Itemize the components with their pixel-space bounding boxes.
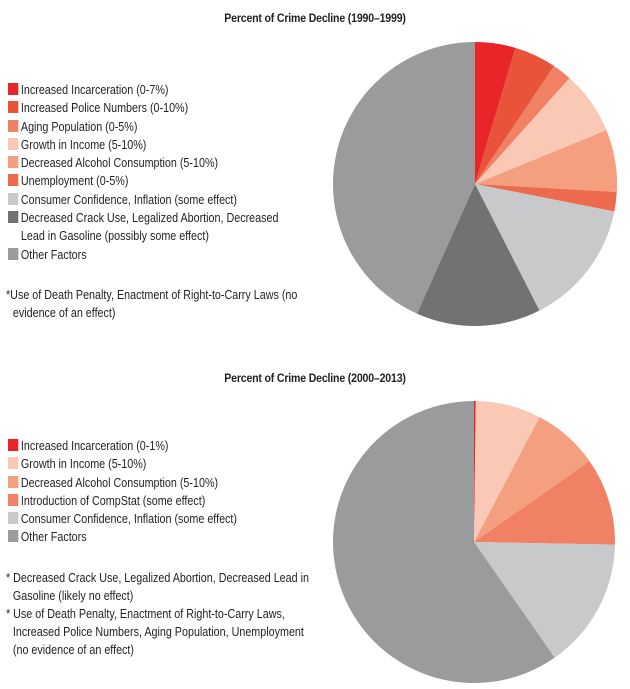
- legend-item: Aging Population (0-5%): [8, 118, 305, 136]
- legend-label: Increased Police Numbers (0-10%): [20, 101, 189, 116]
- legend-2000-2013: Increased Incarceration (0-1%) Growth in …: [8, 437, 305, 547]
- chart-title-1990-1999: Percent of Crime Decline (1990–1999): [224, 11, 406, 25]
- pie-slice: [474, 401, 540, 542]
- legend-swatch: [8, 530, 19, 543]
- legend-label: Other Factors: [20, 530, 87, 545]
- pie-slice: [475, 66, 570, 184]
- legend-item: Consumer Confidence, Inflation (some eff…: [8, 191, 305, 209]
- legend-1990-1999: Increased Incarceration (0-7%) Increased …: [8, 81, 305, 264]
- pie-slice: [475, 184, 617, 212]
- legend-label: Growth in Income (5-10%): [20, 137, 147, 152]
- pie-slice: [475, 42, 516, 184]
- legend-item: Other Factors: [8, 246, 305, 264]
- legend-swatch: [8, 174, 19, 187]
- pie-slice: [333, 42, 475, 314]
- legend-label: Introduction of CompStat (some effect): [20, 493, 206, 508]
- legend-swatch: [8, 211, 19, 224]
- legend-item: Increased Incarceration (0-7%): [8, 81, 305, 99]
- footnote: *Use of Death Penalty, Enactment of Righ…: [6, 288, 298, 320]
- legend-item: Growth in Income (5-10%): [8, 136, 305, 154]
- legend-label: Increased Incarceration (0-7%): [20, 83, 169, 97]
- pie-slice: [475, 78, 607, 184]
- pie-slice: [475, 184, 615, 311]
- legend-swatch: [8, 83, 19, 95]
- legend-item: Increased Incarceration (0-1%): [8, 437, 305, 455]
- legend-label: Decreased Alcohol Consumption (5-10%): [20, 475, 219, 490]
- pie-slice: [474, 542, 615, 658]
- legend-label: Unemployment (0-5%): [20, 174, 129, 189]
- legend-swatch: [8, 493, 19, 506]
- legend-item: Increased Police Numbers (0-10%): [8, 99, 305, 117]
- pie-slice: [332, 401, 555, 683]
- pie-slice: [474, 461, 616, 545]
- chart-title-2000-2013: Percent of Crime Decline (2000–2013): [224, 371, 406, 385]
- footnote: * Use of Death Penalty, Enactment of Rig…: [6, 607, 304, 657]
- legend-swatch: [8, 475, 19, 488]
- legend-label: Consumer Confidence, Inflation (some eff…: [20, 512, 238, 527]
- legend-swatch: [8, 137, 19, 150]
- legend-label: Increased Incarceration (0-1%): [20, 439, 169, 453]
- legend-item: Consumer Confidence, Inflation (some eff…: [8, 510, 305, 528]
- legend-item: Decreased Crack Use, Legalized Abortion,…: [8, 209, 305, 246]
- legend-swatch: [8, 457, 19, 470]
- footnote: * Decreased Crack Use, Legalized Abortio…: [6, 571, 309, 603]
- pie-slice: [475, 47, 555, 184]
- legend-item: Growth in Income (5-10%): [8, 455, 305, 473]
- pie-slice: [474, 417, 590, 542]
- notes-2000-2013: * Decreased Crack Use, Legalized Abortio…: [6, 569, 316, 659]
- legend-swatch: [8, 247, 19, 260]
- legend-swatch: [8, 119, 19, 132]
- pie-slice: [475, 130, 617, 193]
- legend-item: Decreased Alcohol Consumption (5-10%): [8, 154, 305, 172]
- legend-swatch: [8, 512, 19, 525]
- legend-swatch: [8, 192, 19, 205]
- legend-label: Other Factors: [20, 247, 87, 262]
- legend-label: Aging Population (0-5%): [20, 119, 138, 134]
- legend-label: Decreased Crack Use, Legalized Abortion,…: [20, 211, 279, 244]
- notes-1990-1999: *Use of Death Penalty, Enactment of Righ…: [6, 286, 316, 322]
- legend-item: Other Factors: [8, 528, 305, 546]
- legend-item: Introduction of CompStat (some effect): [8, 492, 305, 510]
- legend-item: Decreased Alcohol Consumption (5-10%): [8, 474, 305, 492]
- pie-slice: [416, 184, 540, 326]
- legend-item: Unemployment (0-5%): [8, 172, 305, 190]
- legend-swatch: [8, 101, 19, 114]
- pie-slice: [474, 401, 476, 542]
- legend-label: Growth in Income (5-10%): [20, 457, 147, 472]
- legend-label: Consumer Confidence, Inflation (some eff…: [20, 192, 238, 207]
- legend-swatch: [8, 156, 19, 169]
- legend-label: Decreased Alcohol Consumption (5-10%): [20, 156, 219, 171]
- legend-swatch: [8, 439, 19, 451]
